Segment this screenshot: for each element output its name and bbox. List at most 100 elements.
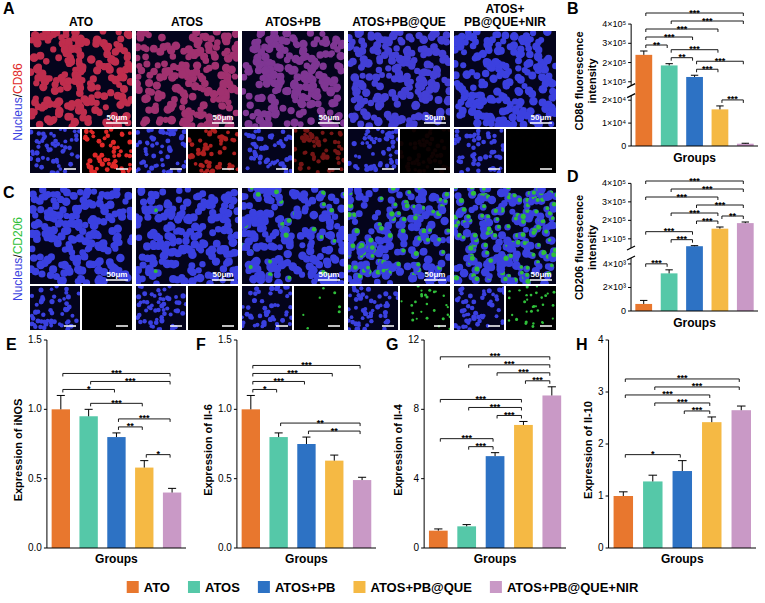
cell: [49, 299, 54, 304]
cell: [321, 131, 325, 135]
cell: [360, 60, 367, 67]
cell: [56, 211, 63, 218]
cell: [49, 319, 53, 323]
cell: [270, 136, 274, 140]
cell: [116, 209, 123, 216]
cell: [127, 78, 132, 86]
cell: [189, 93, 197, 101]
cell: [551, 142, 555, 146]
cell: [167, 116, 176, 125]
cell: [58, 298, 62, 302]
cell: [160, 158, 164, 162]
cell: [67, 103, 75, 111]
cell: [462, 70, 471, 79]
cell: [262, 146, 266, 150]
cell: [473, 92, 479, 98]
cell: [232, 151, 236, 155]
cell: [116, 101, 124, 109]
cell: [354, 154, 358, 158]
cell: [348, 161, 352, 166]
cell: [213, 31, 221, 35]
cell: [53, 143, 58, 148]
cell: [398, 115, 406, 123]
micrograph: [348, 31, 450, 127]
cell: [484, 37, 491, 44]
cell: [478, 156, 483, 161]
cell: [396, 137, 398, 141]
cell: [427, 157, 432, 162]
cell: [363, 136, 367, 140]
cell: [63, 226, 71, 234]
scale-bar: [318, 122, 340, 124]
cell: [458, 159, 463, 164]
cell: [56, 170, 60, 173]
cell: [323, 138, 327, 142]
cell: [40, 297, 45, 302]
cell: [243, 62, 250, 69]
cell: [374, 118, 383, 127]
cell: [77, 275, 85, 283]
scale-label: 50μm: [425, 113, 446, 122]
cell: [153, 103, 159, 109]
cell: [529, 162, 534, 167]
cell: [471, 146, 476, 151]
cell: [279, 105, 286, 112]
cell: [139, 161, 143, 165]
cell: [120, 85, 128, 93]
cell: [196, 151, 201, 156]
scale-bar: [106, 122, 128, 124]
cell: [77, 84, 84, 91]
cell: [37, 206, 44, 213]
cell: [440, 139, 444, 143]
cell: [169, 72, 176, 79]
cell: [254, 109, 261, 116]
cell: [385, 65, 391, 71]
cell: [424, 139, 429, 144]
cell: [253, 58, 261, 66]
cell: [517, 167, 521, 171]
cell: [127, 139, 132, 144]
cell: [454, 142, 457, 146]
figure: ATOATOSATOS+PBATOS+PB@QUEATOS+PB@QUE+NIR…: [0, 0, 765, 603]
cell: [214, 39, 221, 46]
cell: [50, 287, 54, 291]
cell: [394, 100, 401, 107]
cell: [60, 323, 64, 327]
cell: [103, 50, 111, 58]
cell: [273, 63, 281, 71]
cell: [127, 96, 132, 104]
micrograph-ground: [294, 129, 344, 173]
cell: [462, 39, 469, 46]
cell: [502, 63, 509, 70]
cell: [31, 108, 38, 115]
cell: [158, 34, 166, 42]
cell: [288, 68, 295, 75]
cell: [393, 45, 399, 51]
cell: [468, 134, 473, 139]
cell: [186, 47, 193, 54]
cell: [435, 96, 443, 104]
cell: [232, 73, 238, 79]
cell: [228, 203, 234, 209]
cell: [60, 149, 64, 153]
cell: [142, 116, 151, 125]
cell: [512, 98, 518, 104]
cell: [360, 73, 366, 79]
cell: [87, 55, 96, 64]
cell: [337, 141, 341, 145]
cell: [51, 87, 59, 95]
cell: [391, 145, 395, 149]
micrograph-ground: [348, 129, 398, 173]
cell: [435, 154, 439, 158]
micrograph: [242, 129, 292, 173]
cell: [36, 309, 41, 314]
cell: [546, 156, 550, 160]
cell: [251, 134, 256, 139]
cell: [428, 62, 434, 68]
cell: [538, 147, 542, 151]
micrograph-ground: [136, 188, 238, 284]
cell: [394, 150, 398, 155]
cell: [273, 143, 277, 147]
cell: [284, 120, 291, 127]
cell: [88, 165, 93, 170]
